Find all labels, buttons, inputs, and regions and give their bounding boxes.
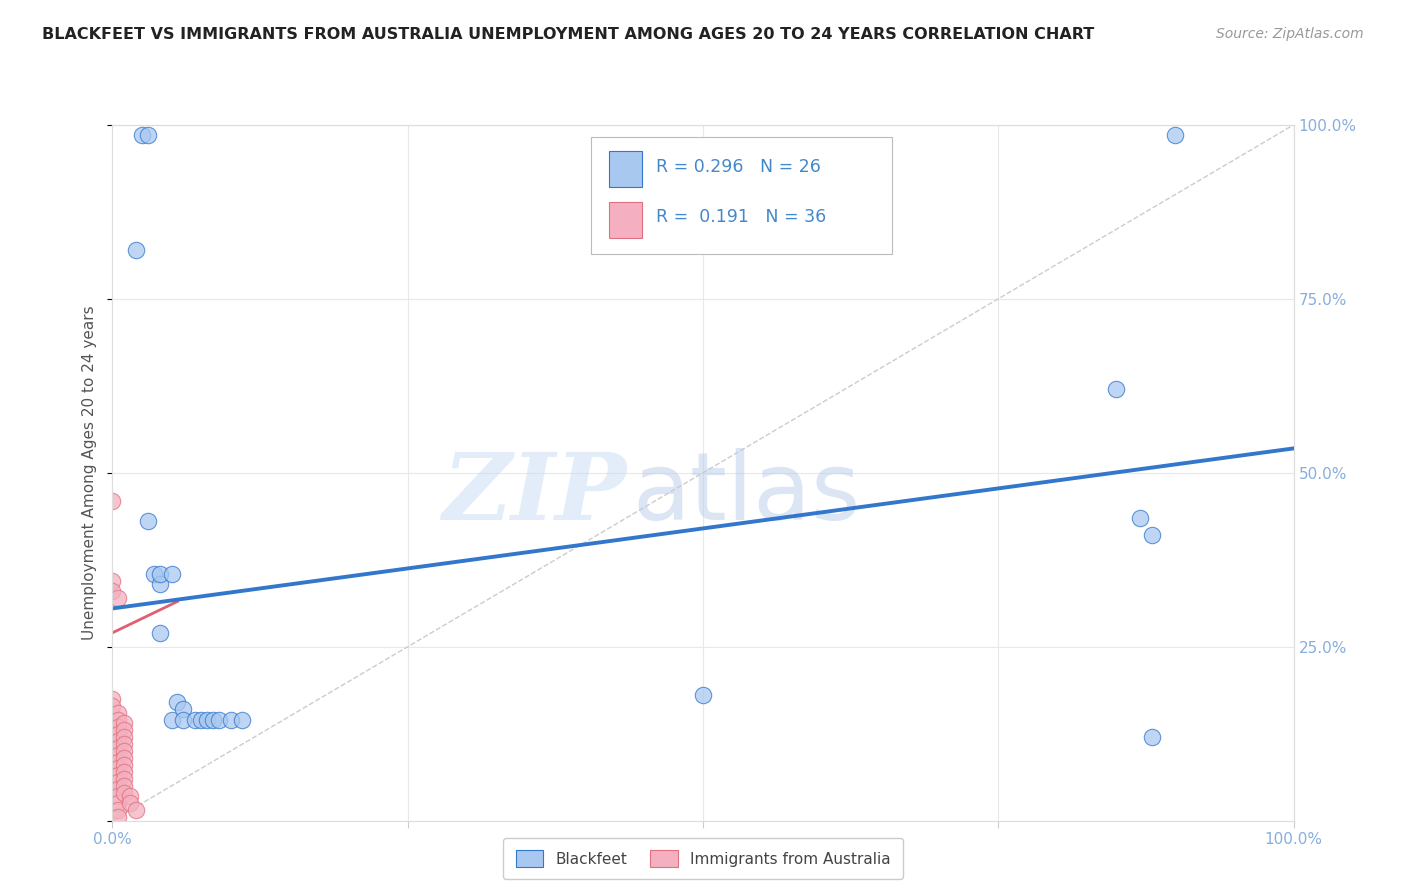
Point bbox=[101, 584, 124, 599]
Point bbox=[107, 755, 129, 769]
Point bbox=[149, 566, 172, 581]
Point bbox=[112, 779, 135, 793]
Point bbox=[107, 761, 129, 775]
Point bbox=[107, 747, 129, 762]
Point bbox=[107, 775, 129, 789]
Point bbox=[107, 713, 129, 727]
Point bbox=[136, 128, 159, 143]
Point bbox=[1140, 528, 1163, 542]
Point bbox=[107, 726, 129, 740]
Point bbox=[149, 625, 172, 640]
Point bbox=[112, 723, 135, 738]
Point bbox=[219, 713, 242, 727]
Y-axis label: Unemployment Among Ages 20 to 24 years: Unemployment Among Ages 20 to 24 years bbox=[82, 305, 97, 640]
Point bbox=[1140, 730, 1163, 744]
Point bbox=[107, 782, 129, 797]
Point bbox=[136, 515, 159, 529]
Point bbox=[125, 803, 148, 817]
Point bbox=[112, 751, 135, 765]
Point bbox=[112, 716, 135, 731]
Point bbox=[160, 713, 183, 727]
Point bbox=[101, 574, 124, 588]
Point bbox=[190, 713, 212, 727]
Point bbox=[231, 713, 253, 727]
Bar bbox=[609, 152, 641, 187]
Point bbox=[112, 764, 135, 779]
Text: ZIP: ZIP bbox=[441, 449, 626, 539]
Point bbox=[107, 591, 129, 605]
Text: atlas: atlas bbox=[633, 448, 860, 540]
Point bbox=[120, 789, 142, 804]
Point bbox=[107, 789, 129, 804]
Point bbox=[107, 803, 129, 817]
Bar bbox=[609, 202, 641, 238]
Point bbox=[1164, 128, 1187, 143]
Point bbox=[120, 796, 142, 810]
Point bbox=[208, 713, 231, 727]
Point bbox=[107, 720, 129, 734]
Text: Source: ZipAtlas.com: Source: ZipAtlas.com bbox=[1216, 27, 1364, 41]
Point bbox=[184, 713, 207, 727]
Point bbox=[149, 577, 172, 591]
Point bbox=[101, 493, 124, 508]
Point bbox=[172, 702, 194, 716]
Point bbox=[172, 713, 194, 727]
Text: BLACKFEET VS IMMIGRANTS FROM AUSTRALIA UNEMPLOYMENT AMONG AGES 20 TO 24 YEARS CO: BLACKFEET VS IMMIGRANTS FROM AUSTRALIA U… bbox=[42, 27, 1094, 42]
Point bbox=[692, 689, 714, 703]
Point bbox=[112, 744, 135, 758]
Point bbox=[142, 566, 165, 581]
Legend: Blackfeet, Immigrants from Australia: Blackfeet, Immigrants from Australia bbox=[503, 838, 903, 880]
Point bbox=[131, 128, 153, 143]
Point bbox=[107, 740, 129, 755]
FancyBboxPatch shape bbox=[591, 136, 891, 253]
Point bbox=[107, 768, 129, 782]
Point bbox=[112, 758, 135, 772]
Point bbox=[101, 692, 124, 706]
Point bbox=[195, 713, 218, 727]
Text: R = 0.296   N = 26: R = 0.296 N = 26 bbox=[655, 158, 821, 176]
Point bbox=[107, 796, 129, 810]
Point bbox=[1105, 382, 1128, 396]
Point bbox=[107, 733, 129, 747]
Point bbox=[201, 713, 224, 727]
Point bbox=[101, 698, 124, 713]
Point bbox=[107, 810, 129, 824]
Point bbox=[166, 695, 188, 709]
Point bbox=[112, 786, 135, 800]
Text: R =  0.191   N = 36: R = 0.191 N = 36 bbox=[655, 209, 825, 227]
Point bbox=[112, 737, 135, 751]
Point bbox=[1129, 511, 1152, 525]
Point bbox=[107, 706, 129, 720]
Point bbox=[160, 566, 183, 581]
Point bbox=[112, 772, 135, 786]
Point bbox=[112, 730, 135, 744]
Point bbox=[125, 243, 148, 257]
